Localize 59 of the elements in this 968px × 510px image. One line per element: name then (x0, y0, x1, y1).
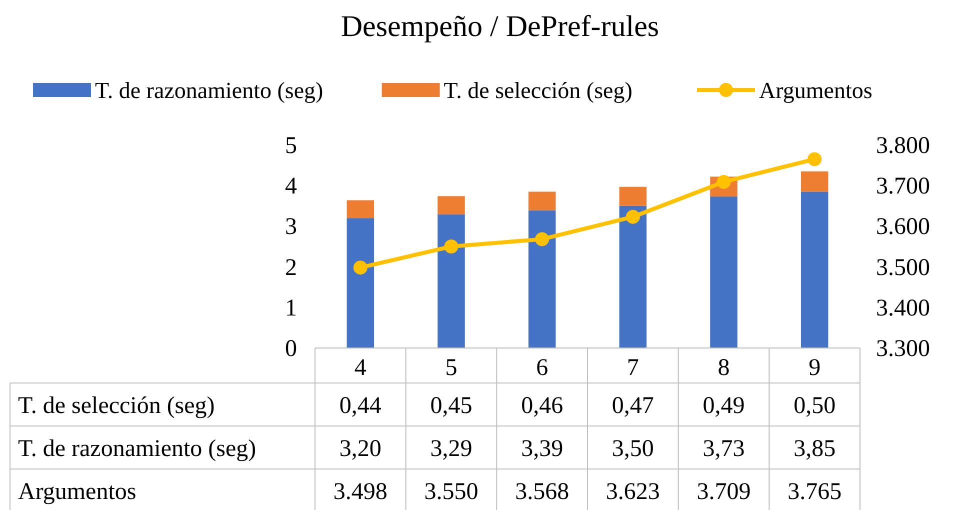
y2-tick-label: 3.400 (876, 295, 930, 322)
data-label: 3.568 (515, 479, 570, 505)
legend-label: T. de selección (seg) (444, 78, 632, 103)
text: T. de selección (seg) (18, 393, 215, 419)
data-label: 3.765 (788, 479, 842, 505)
data-label: 3.709 (696, 479, 751, 505)
data-label: 3.550 (424, 479, 478, 505)
point (808, 152, 822, 166)
bar (438, 196, 465, 214)
x-tick-label: 4 (354, 355, 366, 381)
data-label: 3,20 (339, 436, 382, 462)
chart-title: Desempeño / DePref-rules (340, 10, 660, 43)
x-tick-label: 6 (536, 355, 548, 381)
y2-tick-label: 3.600 (876, 214, 930, 240)
y-tick-label: 3 (285, 214, 297, 240)
y-tick-label: 2 (285, 254, 297, 281)
y-tick-label: 1 (285, 295, 297, 322)
point (353, 260, 368, 275)
text: Argumentos (18, 479, 136, 505)
data-label: 0,49 (702, 393, 745, 419)
bar (346, 218, 374, 348)
data-label: 3.498 (333, 479, 388, 505)
data-label: 3,50 (612, 436, 654, 462)
text: T. de razonamiento (seg) (18, 436, 256, 462)
point (535, 232, 550, 246)
bar (528, 210, 556, 348)
data-label: 0,50 (794, 393, 836, 419)
x-tick-label: 7 (626, 355, 639, 381)
data-label: 3,39 (521, 436, 564, 462)
bar (710, 196, 738, 348)
legend-label: Argumentos (759, 78, 872, 103)
data-label: 3,85 (794, 436, 836, 462)
x-tick-label: 9 (808, 355, 821, 381)
x-tick-label: 5 (445, 355, 458, 381)
bar (528, 192, 556, 210)
y2-tick-label: 3.300 (876, 336, 930, 362)
x-tick-label: 8 (718, 355, 730, 381)
y2-tick-label: 3.500 (876, 254, 930, 281)
bar (619, 186, 647, 206)
data-label: 3,29 (430, 436, 472, 462)
data-label: 3.623 (606, 479, 660, 505)
data-label: 3,73 (702, 436, 745, 462)
y2-tick-label: 3.700 (876, 174, 930, 200)
point (626, 210, 640, 224)
bar (800, 192, 828, 348)
bar (619, 206, 647, 348)
y-tick-label: 0 (285, 336, 297, 362)
bar (346, 200, 374, 218)
legend-label: T. de razonamiento (seg) (95, 78, 324, 103)
y-tick-label: 5 (285, 133, 297, 159)
data-label: 0,44 (339, 393, 382, 419)
data-label: 0,47 (612, 393, 654, 419)
y2-tick-label: 3.800 (876, 133, 930, 159)
data-label: 0,46 (521, 393, 564, 419)
y-tick-label: 4 (285, 174, 297, 200)
bar (800, 171, 828, 192)
bar (438, 214, 465, 348)
data-label: 0,45 (430, 393, 472, 419)
point (444, 240, 458, 254)
